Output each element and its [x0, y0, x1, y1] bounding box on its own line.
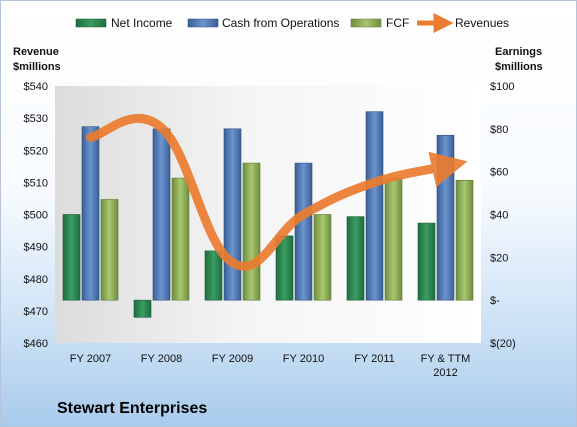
left-tick-label: $500 — [24, 210, 48, 222]
left-tick-label: $530 — [24, 113, 48, 125]
right-tick-label: $80 — [490, 124, 508, 136]
cash-from-operations-bar — [294, 162, 313, 301]
plot-area — [55, 86, 481, 343]
fcf-bar — [171, 177, 190, 301]
left-tick-label: $470 — [24, 306, 48, 318]
right-axis-ticks: $(20) $- $20 $40 $60 $80 $100 — [490, 81, 516, 350]
revenue-line-layer — [86, 113, 468, 271]
net-income-bar — [62, 214, 81, 301]
category-labels: FY 2007 FY 2008 FY 2009 FY 2010 FY 2011 FY & … — [70, 353, 471, 379]
right-tick-label: $20 — [490, 252, 508, 264]
left-tick-label: $540 — [24, 81, 48, 93]
legend-label-revenues: Revenues — [455, 16, 509, 30]
legend: Net Income Cash from Operations FCF Reve… — [75, 13, 509, 33]
fcf-bar — [100, 199, 119, 301]
category-label: 2012 — [433, 367, 457, 379]
left-axis-title-line2: $millions — [13, 61, 61, 73]
category-label: FY & TTM — [421, 353, 471, 365]
category-label: FY 2008 — [141, 353, 182, 365]
category-label: FY 2009 — [212, 353, 253, 365]
left-tick-label: $510 — [24, 177, 48, 189]
left-axis-ticks: $460 $470 $480 $490 $500 $510 $520 $530 $540 — [24, 81, 48, 350]
net-income-bar — [346, 216, 365, 301]
legend-label-net-income: Net Income — [111, 16, 173, 30]
legend-swatch-cash-from-operations — [187, 18, 219, 28]
net-income-bar — [133, 299, 152, 318]
right-tick-label: $40 — [490, 210, 508, 222]
right-axis-title-line1: Earnings — [495, 46, 542, 58]
legend-swatch-net-income — [75, 18, 107, 28]
category-label: FY 2011 — [354, 353, 395, 365]
fcf-bar — [313, 214, 332, 301]
fcf-bar — [242, 162, 261, 301]
net-income-bar — [204, 250, 223, 301]
revenues-line — [86, 113, 468, 271]
legend-label-fcf: FCF — [386, 16, 409, 30]
legend-label-cash-from-operations: Cash from Operations — [222, 16, 339, 30]
right-tick-label: $(20) — [490, 338, 516, 350]
cash-from-operations-bar — [81, 126, 100, 301]
right-tick-label: $60 — [490, 167, 508, 179]
left-tick-label: $520 — [24, 145, 48, 157]
cash-from-operations-bar — [365, 111, 384, 301]
left-axis-title-line1: Revenue — [13, 46, 59, 58]
left-tick-label: $460 — [24, 338, 48, 350]
category-label: FY 2007 — [70, 353, 111, 365]
fcf-bar — [384, 177, 403, 301]
cash-from-operations-bar — [436, 134, 455, 301]
chart-title: Stewart Enterprises — [57, 400, 207, 417]
legend-swatch-fcf — [350, 18, 382, 28]
right-tick-label: $100 — [490, 81, 514, 93]
left-tick-label: $480 — [24, 274, 48, 286]
cash-from-operations-bar — [152, 128, 171, 301]
net-income-bar — [417, 222, 436, 301]
right-axis-title-line2: $millions — [495, 61, 543, 73]
net-income-bar — [275, 235, 294, 301]
cash-from-operations-bar — [223, 128, 242, 301]
category-label: FY 2010 — [283, 353, 324, 365]
fcf-bar — [455, 179, 474, 301]
right-tick-label: $- — [490, 295, 500, 307]
left-tick-label: $490 — [24, 242, 48, 254]
